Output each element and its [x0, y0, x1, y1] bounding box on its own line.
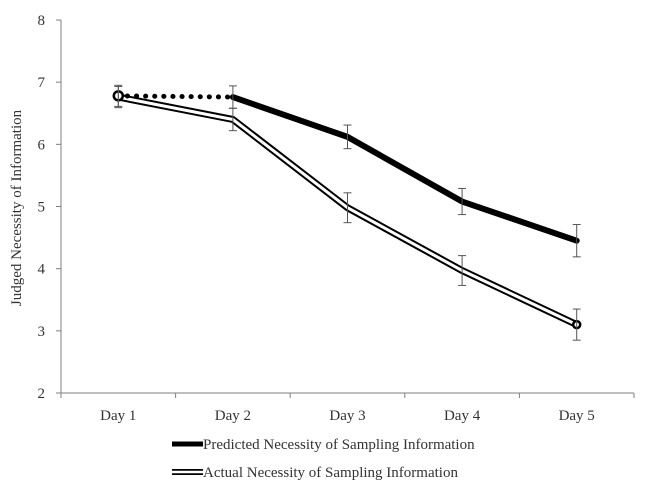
error-bar — [114, 86, 123, 109]
y-tick-label: 2 — [38, 386, 46, 402]
error-bar — [458, 255, 467, 286]
x-tick-label: Day 5 — [559, 408, 595, 424]
legend-item-actual: Actual Necessity of Sampling Information — [172, 465, 458, 481]
axes — [56, 19, 635, 398]
error-bars — [114, 84, 581, 341]
error-bar — [572, 224, 581, 258]
error-bar — [343, 124, 352, 150]
legend-label-predicted: Predicted Necessity of Sampling Informat… — [203, 437, 475, 453]
legend: Predicted Necessity of Sampling Informat… — [172, 437, 475, 481]
error-bar — [458, 187, 467, 216]
y-tick-label: 6 — [38, 137, 46, 153]
x-tick-label: Day 4 — [444, 408, 481, 424]
error-bar — [343, 192, 352, 224]
y-tick-label: 7 — [38, 75, 46, 91]
x-tick-label: Day 3 — [329, 408, 365, 424]
y-axis-title: Judged Necessity of Information — [9, 109, 25, 306]
legend-item-predicted: Predicted Necessity of Sampling Informat… — [172, 437, 475, 453]
y-tick-label: 8 — [38, 13, 46, 29]
x-tick-label: Day 1 — [100, 408, 136, 424]
y-tick-label: 3 — [38, 324, 46, 340]
error-bar — [572, 308, 581, 341]
error-bar — [228, 107, 237, 132]
series-line-predicted-dotted — [115, 93, 236, 100]
legend-label-actual: Actual Necessity of Sampling Information — [203, 465, 458, 481]
series-line-predicted — [229, 94, 580, 244]
x-tick-label: Day 2 — [215, 408, 251, 424]
tick-labels: 2 3 4 5 6 7 8 Day 1 Day 2 Day 3 Day 4 Day 5 — [38, 13, 595, 424]
y-tick-label: 4 — [38, 262, 46, 278]
y-tick-label: 5 — [38, 200, 46, 216]
